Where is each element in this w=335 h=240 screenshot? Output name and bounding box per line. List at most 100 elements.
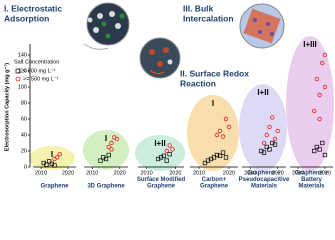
panel-name: Graphene + bbox=[247, 171, 281, 177]
schematic-adsorption bbox=[83, 2, 130, 50]
mechanism-label: I bbox=[51, 150, 53, 159]
y-tick-label: 20 bbox=[21, 148, 27, 154]
x-tick-label: 2010 bbox=[141, 170, 153, 176]
point bbox=[226, 124, 232, 130]
panel-name: Graphene bbox=[200, 184, 229, 189]
schematic-redox bbox=[139, 37, 181, 79]
mechanism-label: I bbox=[105, 134, 107, 143]
annotation: Reaction bbox=[180, 78, 216, 88]
point bbox=[322, 152, 328, 158]
x-tick-label: 2020 bbox=[223, 170, 235, 176]
point bbox=[202, 160, 208, 166]
y-tick-label: 40 bbox=[21, 132, 27, 138]
point bbox=[109, 147, 114, 152]
point bbox=[317, 116, 322, 122]
point bbox=[275, 128, 280, 134]
legend-label: >= 500 mg L⁻¹ bbox=[23, 76, 59, 82]
point bbox=[214, 132, 220, 138]
point bbox=[261, 150, 267, 155]
x-tick-label: 2020 bbox=[169, 170, 181, 176]
annotation: I. Electrostatic bbox=[4, 3, 62, 13]
point bbox=[322, 52, 328, 58]
panel-name: Carbon+ bbox=[202, 177, 227, 183]
point bbox=[161, 153, 167, 158]
x-tick-label: 2010 bbox=[193, 170, 205, 176]
panel-name: Graphene bbox=[40, 184, 69, 189]
point bbox=[320, 140, 325, 146]
x-tick-label: 2010 bbox=[292, 170, 304, 176]
point bbox=[261, 140, 267, 146]
mechanism-region bbox=[29, 146, 75, 170]
point bbox=[103, 156, 109, 162]
point bbox=[44, 162, 49, 167]
point bbox=[167, 143, 172, 148]
mechanism-label: I bbox=[212, 99, 214, 108]
panel-name: Pseudocapacitive bbox=[239, 177, 290, 183]
x-tick-label: 2020 bbox=[272, 170, 284, 176]
point bbox=[314, 144, 320, 150]
point bbox=[220, 134, 226, 139]
annotation: Intercalation bbox=[183, 13, 234, 23]
x-tick-label: 2010 bbox=[35, 170, 47, 176]
point bbox=[220, 150, 226, 155]
legend-label: < 500 mg L⁻¹ bbox=[23, 68, 56, 74]
point bbox=[322, 84, 328, 90]
mechanism-label: I+II bbox=[257, 88, 268, 97]
point bbox=[312, 148, 317, 154]
mechanism-region bbox=[239, 84, 287, 172]
panel-name: Battery bbox=[301, 177, 322, 183]
legend-title: Salt Concentration bbox=[14, 59, 59, 65]
y-axis-label: Electrosorption Capacity (mg g⁻¹) bbox=[3, 63, 10, 151]
point bbox=[109, 140, 114, 146]
point bbox=[267, 124, 272, 130]
point bbox=[264, 144, 269, 150]
mechanism-region bbox=[187, 95, 239, 171]
annotation: III. Bulk bbox=[183, 3, 214, 13]
point bbox=[317, 147, 322, 152]
legend-marker bbox=[15, 68, 21, 74]
mechanism-region bbox=[135, 135, 185, 171]
schematic-intercalation bbox=[239, 3, 285, 49]
point bbox=[272, 142, 278, 147]
point bbox=[223, 116, 229, 122]
point bbox=[211, 155, 217, 160]
x-tick-label: 2020 bbox=[114, 170, 126, 176]
y-tick-label: 0 bbox=[24, 164, 27, 170]
mechanism-region bbox=[83, 130, 129, 170]
point bbox=[317, 92, 322, 98]
mechanism-label: I+II bbox=[154, 139, 165, 148]
point bbox=[164, 158, 169, 163]
point bbox=[267, 147, 272, 152]
point bbox=[98, 158, 103, 163]
point bbox=[217, 128, 223, 134]
point bbox=[320, 60, 325, 66]
point bbox=[106, 152, 111, 158]
point bbox=[314, 76, 320, 82]
legend-marker bbox=[15, 76, 21, 82]
panel-name: Materials bbox=[298, 184, 325, 189]
x-tick-label: 2010 bbox=[86, 170, 98, 176]
y-tick-label: 60 bbox=[21, 116, 27, 122]
x-tick-label: 2010 bbox=[244, 170, 256, 176]
y-tick-label: 80 bbox=[21, 100, 27, 106]
point bbox=[223, 155, 229, 160]
point bbox=[170, 147, 175, 152]
annotation: II. Surface Redox bbox=[180, 68, 249, 78]
point bbox=[164, 148, 169, 154]
point bbox=[54, 155, 60, 160]
x-tick-label: 2020 bbox=[319, 170, 331, 176]
point bbox=[214, 152, 220, 158]
mechanism-label: I+III bbox=[303, 40, 317, 49]
panel-name: Surface Modified bbox=[137, 177, 186, 183]
y-tick-label: 120 bbox=[18, 68, 27, 74]
point bbox=[57, 151, 63, 157]
annotation: Adsorption bbox=[4, 13, 49, 23]
point bbox=[270, 115, 275, 120]
point bbox=[114, 136, 120, 142]
point bbox=[167, 152, 172, 157]
y-tick-label: 100 bbox=[18, 84, 27, 90]
point bbox=[264, 132, 269, 138]
point bbox=[52, 163, 57, 168]
mechanism-region bbox=[286, 36, 334, 172]
panel-name: Graphene + bbox=[295, 171, 329, 177]
